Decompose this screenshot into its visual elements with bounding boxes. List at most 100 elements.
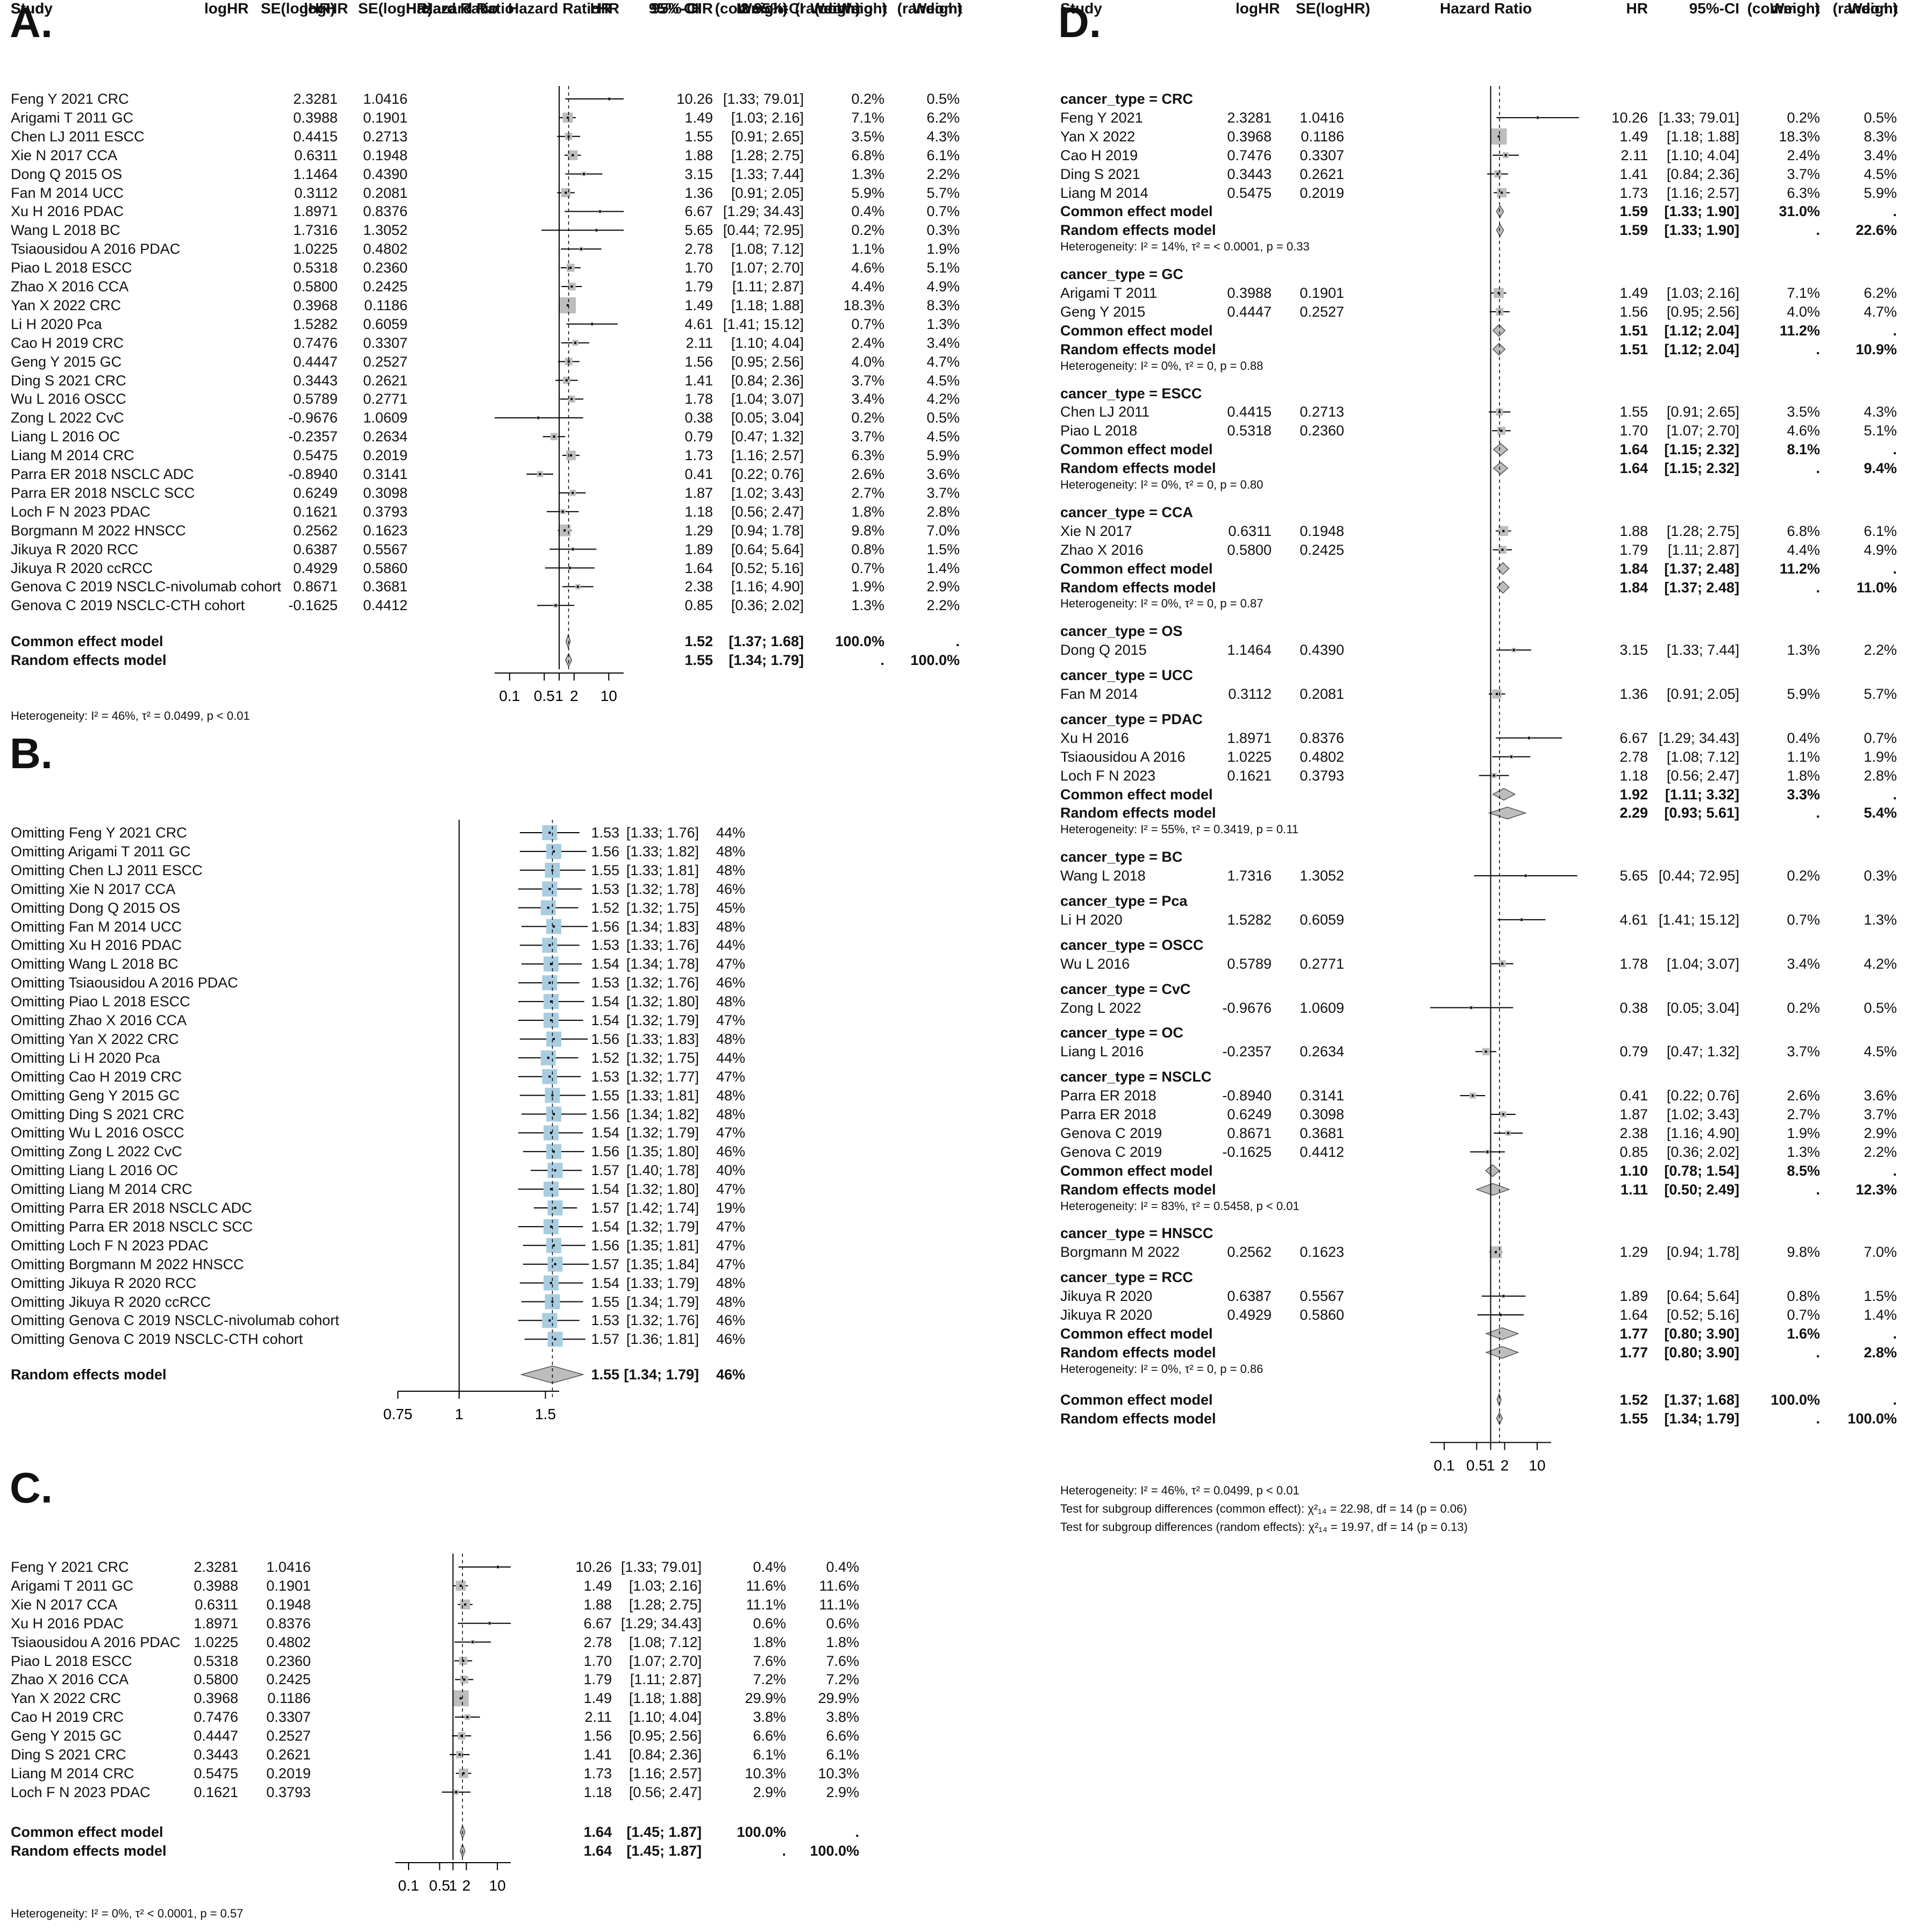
- summary-ci: [1.37; 2.48]: [1664, 560, 1739, 577]
- i2-value: 46%: [716, 1312, 745, 1329]
- heterogeneity-text: Heterogeneity: I² = 46%, τ² = 0.0499, p …: [11, 709, 250, 722]
- subgroup-label: cancer_type = CCA: [1060, 504, 1193, 520]
- weight-common-value: 2.7%: [851, 484, 884, 501]
- summary-label: Common effect model: [1060, 441, 1213, 458]
- hr-value: 1.57: [591, 1331, 619, 1348]
- weight-random-value: 0.7%: [926, 203, 960, 220]
- point-estimate: [569, 454, 572, 457]
- hr-value: 2.11: [584, 1709, 612, 1726]
- weight-random-value: 3.4%: [926, 334, 960, 351]
- i2-value: 48%: [716, 1275, 745, 1291]
- study-label: Zhao X 2016 CCA: [11, 278, 129, 295]
- weight-random-value: 7.0%: [1864, 1244, 1897, 1261]
- hr-value: 1.57: [591, 1256, 619, 1272]
- summary-ci: [1.45; 1.87]: [626, 1824, 702, 1840]
- loghr-value: -0.1625: [1222, 1143, 1272, 1160]
- loghr-value: 0.4929: [1227, 1307, 1272, 1323]
- loghr-value: -0.2357: [288, 428, 338, 445]
- se-value: 0.2621: [266, 1747, 311, 1763]
- se-value: 1.0416: [1300, 109, 1344, 126]
- summary-label: Common effect model: [1060, 560, 1213, 577]
- ci-value: [1.03; 2.16]: [1666, 285, 1739, 301]
- ci-value: [0.91; 2.65]: [1666, 404, 1739, 420]
- overall-summary-hr: 1.55: [1619, 1410, 1648, 1427]
- ci-value: [1.33; 1.83]: [626, 1031, 699, 1047]
- summary-diamond: [1496, 223, 1504, 237]
- point-estimate: [551, 869, 554, 871]
- summary-hr: 1.84: [1619, 579, 1648, 596]
- point-estimate: [497, 1566, 499, 1568]
- study-label: Parra ER 2018 NSCLC SCC: [11, 484, 195, 501]
- point-estimate: [595, 229, 598, 232]
- weight-random-value: 0.3%: [926, 222, 960, 239]
- point-estimate: [1495, 1251, 1497, 1254]
- point-estimate: [1493, 774, 1495, 777]
- point-estimate: [1484, 1050, 1487, 1053]
- weight-random-value: 4.9%: [1864, 541, 1897, 558]
- se-value: 0.1186: [267, 1690, 311, 1707]
- point-estimate: [568, 567, 571, 569]
- summary-weight-common: .: [1816, 341, 1820, 357]
- weight-random-value: 2.9%: [1864, 1125, 1897, 1141]
- hr-value: 1.53: [591, 975, 619, 991]
- study-label: Omitting Liang L 2016 OC: [11, 1162, 179, 1179]
- summary-hr: 1.52: [684, 633, 713, 649]
- point-estimate: [566, 304, 569, 306]
- ci-value: [1.34; 1.82]: [626, 1106, 699, 1122]
- ci-value: [1.32; 1.76]: [626, 975, 699, 991]
- summary-ci: [0.80; 3.90]: [1664, 1325, 1739, 1342]
- point-estimate: [554, 1207, 556, 1209]
- se-value: 0.3793: [363, 503, 408, 520]
- se-value: 0.5860: [1300, 1307, 1344, 1323]
- column-header-weight-random: Weight: [912, 0, 962, 17]
- point-estimate: [552, 1244, 555, 1247]
- se-value: 1.0609: [1300, 999, 1344, 1016]
- weight-random-value: 1.5%: [1864, 1288, 1897, 1305]
- hr-value: 1.41: [684, 372, 713, 389]
- ci-value: [1.32; 1.77]: [626, 1068, 699, 1085]
- subgroup-label: cancer_type = NSCLC: [1060, 1069, 1212, 1085]
- subgroup-test-text: Test for subgroup differences (random ef…: [1060, 1520, 1468, 1534]
- hr-value: 1.73: [1619, 184, 1648, 201]
- summary-diamond: [1488, 806, 1527, 820]
- ci-value: [1.33; 1.79]: [626, 1275, 699, 1291]
- se-value: 0.8376: [363, 203, 408, 220]
- study-label: Geng Y 2015: [1060, 303, 1146, 320]
- se-value: 0.3098: [1300, 1106, 1344, 1122]
- weight-common-value: 1.3%: [851, 166, 884, 182]
- hr-value: 1.52: [591, 899, 619, 916]
- se-value: 0.1901: [266, 1577, 311, 1594]
- summary-weight-common: .: [1816, 460, 1820, 477]
- weight-common-value: 0.2%: [851, 222, 884, 239]
- weight-random-value: 6.2%: [1864, 285, 1897, 301]
- study-label: Zhao X 2016: [1060, 541, 1144, 558]
- weight-random-value: 7.6%: [826, 1652, 859, 1669]
- summary-ci: [1.33; 1.90]: [1664, 203, 1739, 220]
- summary-diamond: [1491, 788, 1516, 801]
- study-label: Zong L 2022: [1060, 999, 1141, 1016]
- weight-random-value: 3.8%: [826, 1709, 859, 1726]
- overall-summary-hr: 1.52: [1619, 1391, 1648, 1408]
- ci-value: [1.16; 2.57]: [1666, 184, 1739, 201]
- weight-common-value: 0.7%: [1787, 911, 1820, 928]
- hr-value: 1.79: [1619, 541, 1648, 558]
- hr-value: 1.53: [591, 1312, 619, 1329]
- loghr-value: 0.5318: [293, 260, 338, 276]
- hr-value: 1.79: [583, 1671, 612, 1688]
- hr-value: 6.67: [1619, 729, 1648, 746]
- summary-label: Random effects model: [1060, 579, 1216, 596]
- weight-random-value: 6.1%: [926, 147, 960, 163]
- loghr-value: 0.4415: [1227, 404, 1272, 420]
- se-value: 0.3307: [363, 334, 408, 351]
- se-value: 0.1623: [1300, 1244, 1344, 1261]
- i2-value: 48%: [716, 993, 745, 1010]
- weight-common-value: 6.6%: [753, 1728, 786, 1744]
- x-tick-label: 1: [1487, 1457, 1495, 1473]
- weight-random-value: 0.4%: [826, 1559, 859, 1575]
- study-label: Liang M 2014: [1060, 184, 1148, 201]
- se-value: 1.3052: [363, 222, 408, 239]
- summary-hr: 1.92: [1619, 786, 1648, 803]
- study-label: Geng Y 2015 GC: [11, 353, 122, 370]
- weight-common-value: 5.9%: [1787, 686, 1820, 702]
- loghr-value: 1.8971: [1227, 729, 1272, 746]
